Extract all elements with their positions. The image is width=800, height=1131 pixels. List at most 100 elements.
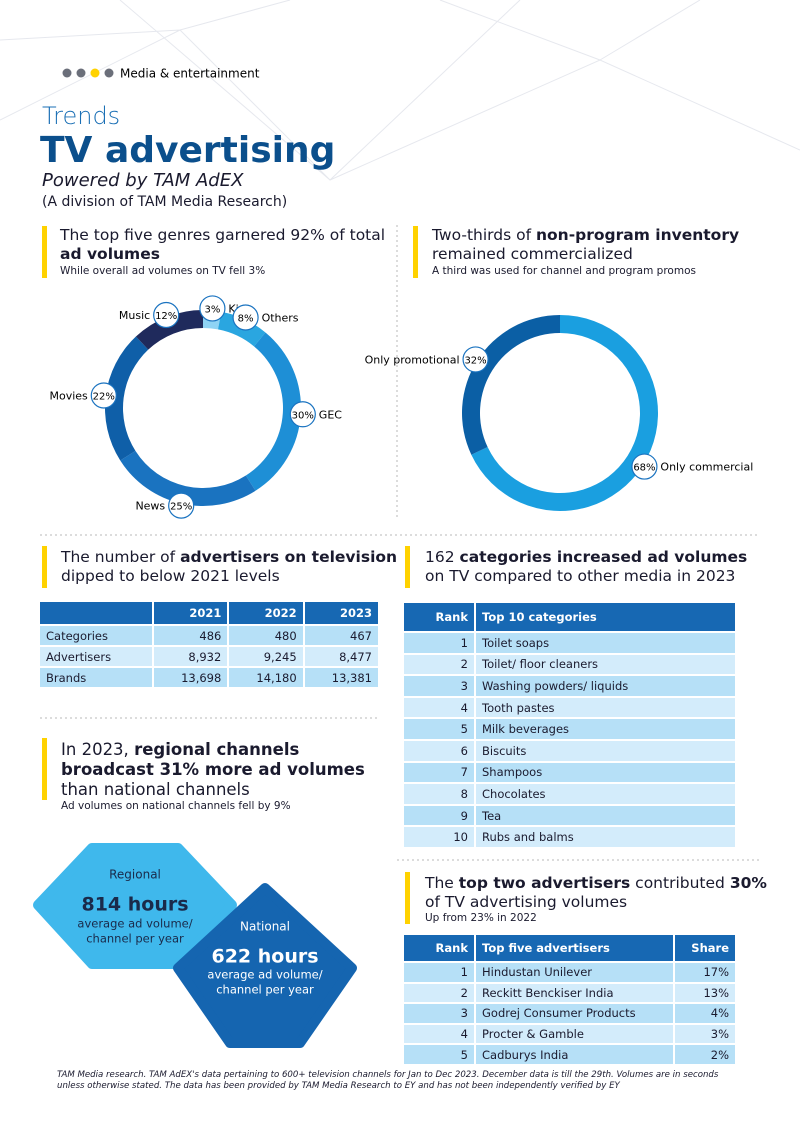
table-row: 2 Reckitt Benckiser India 13% [402,981,737,1005]
heading-bold: advertisers on television [180,548,398,566]
label-circle [153,301,180,329]
table-cell: 2 [402,652,476,677]
heading-bold: regional channels [134,740,300,759]
heading-text: on TV compared to other media in 2023 [425,567,736,585]
label-circle [462,346,489,373]
table-cell: 8 [402,782,476,806]
donuts: 3%Kids8%Others30%GEC25%News22%Movies12%M… [49,295,753,519]
slice-label: Music [119,309,150,322]
section-label: Media & entertainment [120,67,260,81]
table-cell: 2% [673,1043,737,1066]
shape-desc: average ad volume/ [207,968,322,982]
accent-bar [42,546,47,588]
table-cell: 5 [402,717,476,741]
top-advertisers-table: Rank Top five advertisers Share 1 Hindustan … [402,933,737,1066]
national-shape [173,883,357,1048]
accent-bar [405,872,410,924]
table-header: 2022 [227,600,305,626]
table-cell: 467 [302,624,381,647]
dots [62,68,114,78]
table-cell: 17% [673,961,737,984]
table-cell: Tooth pastes [474,695,737,720]
table-header: Top five advertisers [473,933,676,963]
shape-label: National [240,920,290,934]
value-label: 25% [170,502,192,513]
table-cell: 10 [402,825,476,849]
table-cell: 3 [402,1002,476,1025]
table-row: Categories 486 480 467 [38,624,381,647]
heading-text: The number of [61,548,176,566]
table-cell: Tea [474,803,737,828]
table-header [38,600,154,626]
note: While overall ad volumes on TV fell 3% [60,265,266,277]
title: TV advertising [40,130,336,171]
slice-label: Only commercial [660,461,753,474]
donut-slice [105,336,149,461]
table-header: Rank [402,601,476,633]
table-row: 9 Tea [402,803,737,828]
table-cell: Rubs and balms [474,825,737,849]
subtitle: (A division of TAM Media Research) [42,194,288,210]
advertisers-table: 2021 2022 2023 Categories 486 480 467 Advertise… [38,600,381,689]
table-cell: Toilet/ floor cleaners [474,652,737,677]
shape-desc: average ad volume/ [77,917,192,931]
table-row: 4 Tooth pastes [402,695,737,720]
heading: 162 categories increased ad volumes on TV… [425,548,747,586]
label-circle [631,453,658,480]
heading: In 2023, regional channels broadcast 31% … [61,740,365,800]
value-label: 8% [238,314,254,325]
table-cell: Brands [38,666,154,689]
table-cell: Washing powders/ liquids [474,674,737,698]
shape-desc: channel per year [86,932,184,946]
shape-value: 814 hours [81,894,188,916]
accent-bar [42,226,47,278]
heading-bold: top two advertisers [458,874,631,892]
table-row: 6 Biscuits [402,738,737,763]
label-circle [90,382,117,409]
table-cell: 8,932 [151,645,230,668]
table-cell: 2 [402,981,476,1005]
table-cell: 8,477 [302,645,381,668]
table-cell: 9,245 [227,645,305,668]
heading-bold: 30% [729,874,767,892]
value-label: 32% [464,355,486,366]
table-cell: Toilet soaps [474,631,737,655]
header-row: 2021 2022 2023 [38,600,381,626]
heading-text: Two-thirds of [432,226,532,244]
donut-slice [135,310,203,350]
value-label: 68% [633,463,655,474]
table-header: Top 10 categories [474,601,737,633]
heading: The top two advertisers contributed 30% o… [425,874,767,912]
table-cell: Cadburys India [473,1043,676,1066]
table-cell: Milk beverages [474,717,737,741]
table-row: 10 Rubs and balms [402,825,737,849]
table-row: 2 Toilet/ floor cleaners [402,652,737,677]
header-row: Rank Top 10 categories [402,601,737,633]
heading-text: contributed [635,874,725,892]
table-cell: 7 [402,760,476,785]
table-cell: 13% [673,981,737,1005]
table-row: 5 Cadburys India 2% [402,1043,737,1066]
donut-slice [120,450,256,506]
heading-text: In 2023, [61,740,129,759]
table-cell: 3 [402,674,476,698]
heading: Two-thirds of non-program inventory remai… [432,226,739,264]
table-cell: Chocolates [474,782,737,806]
table-cell: 5 [402,1043,476,1066]
heading: The top five genres garnered 92% of tota… [60,226,385,264]
table-row: 1 Hindustan Unilever 17% [402,961,737,984]
table-row: Advertisers 8,932 9,245 8,477 [38,645,381,668]
note: Ad volumes on national channels fell by … [61,800,291,812]
table-cell: 13,381 [302,666,381,689]
shape-desc: channel per year [216,983,314,997]
table-cell: Shampoos [474,760,737,785]
label-circle [232,304,259,331]
table-cell: Hindustan Unilever [473,961,676,984]
heading-text: The top five genres garnered 92% of tota… [60,226,386,244]
footnote: TAM Media research. TAM AdEX's data pert… [57,1070,719,1091]
table-cell: Categories [38,624,154,647]
table-cell: 14,180 [227,666,305,689]
value-label: 12% [155,311,177,322]
